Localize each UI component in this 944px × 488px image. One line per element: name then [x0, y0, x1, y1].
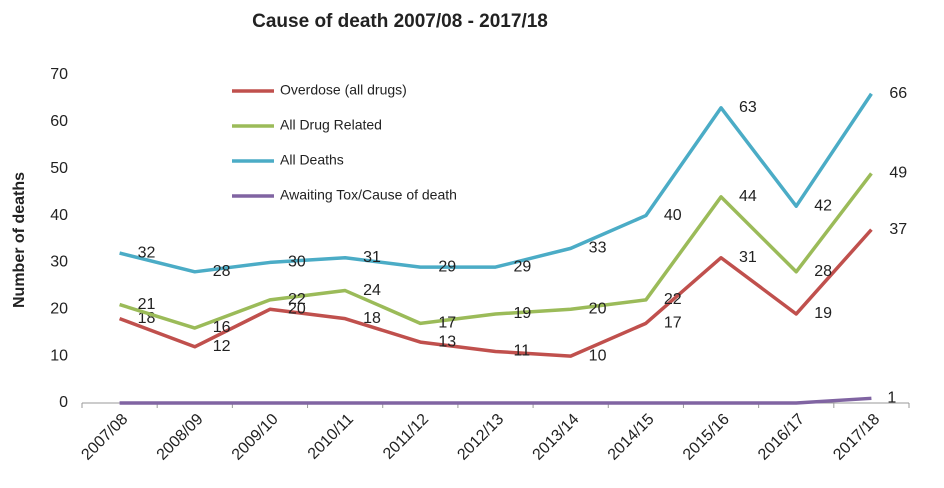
y-tick-label: 50: [50, 160, 68, 177]
x-tick-label: 2013/14: [530, 411, 583, 464]
legend-label: Overdose (all drugs): [280, 82, 407, 98]
y-tick-label: 40: [50, 207, 68, 224]
series-line: [119, 172, 873, 330]
x-tick-label: 2010/11: [305, 411, 357, 463]
y-tick-label: 10: [50, 347, 68, 364]
series-line: [118, 228, 873, 358]
x-tick-label: 2009/10: [229, 411, 282, 464]
legend-label: All Drug Related: [280, 117, 382, 133]
chart-title: Cause of death 2007/08 - 2017/18: [252, 11, 548, 32]
y-tick-label: 0: [59, 394, 68, 411]
y-tick-label: 30: [50, 254, 68, 271]
data-label: 40: [664, 207, 682, 224]
data-label: 10: [589, 347, 607, 364]
data-label: 33: [589, 240, 607, 257]
x-tick-label: 2014/15: [605, 411, 658, 464]
series-line: [119, 396, 872, 405]
data-label: 49: [889, 165, 907, 182]
legend-label: Awaiting Tox/Cause of death: [280, 187, 457, 203]
data-label: 30: [288, 254, 306, 271]
data-label: 11: [514, 343, 531, 360]
data-label: 19: [814, 305, 832, 322]
data-label: 31: [739, 249, 757, 266]
data-label: 17: [438, 315, 456, 332]
series-line: [119, 92, 873, 274]
x-tick-label: 2012/13: [454, 411, 507, 464]
data-label: 63: [739, 99, 757, 116]
x-tick-label: 2007/08: [78, 411, 131, 464]
y-tick-label: 60: [50, 113, 68, 130]
data-label: 28: [213, 263, 231, 280]
y-tick-label: 70: [50, 66, 68, 83]
x-tick-label: 2017/18: [830, 411, 883, 464]
data-label: 19: [514, 305, 532, 322]
data-label: 24: [363, 282, 381, 299]
data-label: 16: [213, 319, 231, 336]
x-tick-label: 2016/17: [755, 411, 808, 464]
y-tick-label: 20: [50, 301, 68, 318]
data-label: 31: [363, 249, 381, 266]
data-label: 32: [138, 244, 156, 261]
data-label: 13: [438, 333, 456, 350]
data-label: 20: [288, 301, 306, 318]
data-label: 22: [288, 291, 306, 308]
data-label: 28: [814, 263, 832, 280]
data-label: 29: [438, 258, 456, 275]
data-label: 18: [363, 310, 381, 327]
data-label: 21: [138, 296, 156, 313]
data-label: 17: [664, 315, 682, 332]
data-label: 22: [664, 291, 682, 308]
x-tick-label: 2015/16: [680, 411, 733, 464]
data-label: 29: [514, 258, 532, 275]
legend-label: All Deaths: [280, 152, 344, 168]
data-label: 1: [887, 390, 896, 407]
data-label: 37: [889, 221, 907, 238]
data-label: 12: [213, 338, 231, 355]
y-axis-label: Number of deaths: [11, 172, 28, 308]
x-tick-label: 2011/12: [380, 411, 432, 463]
data-label: 44: [739, 188, 757, 205]
data-label: 66: [889, 85, 907, 102]
x-tick-label: 2008/09: [154, 411, 207, 464]
data-label: 42: [814, 197, 832, 214]
data-label: 20: [589, 301, 607, 318]
